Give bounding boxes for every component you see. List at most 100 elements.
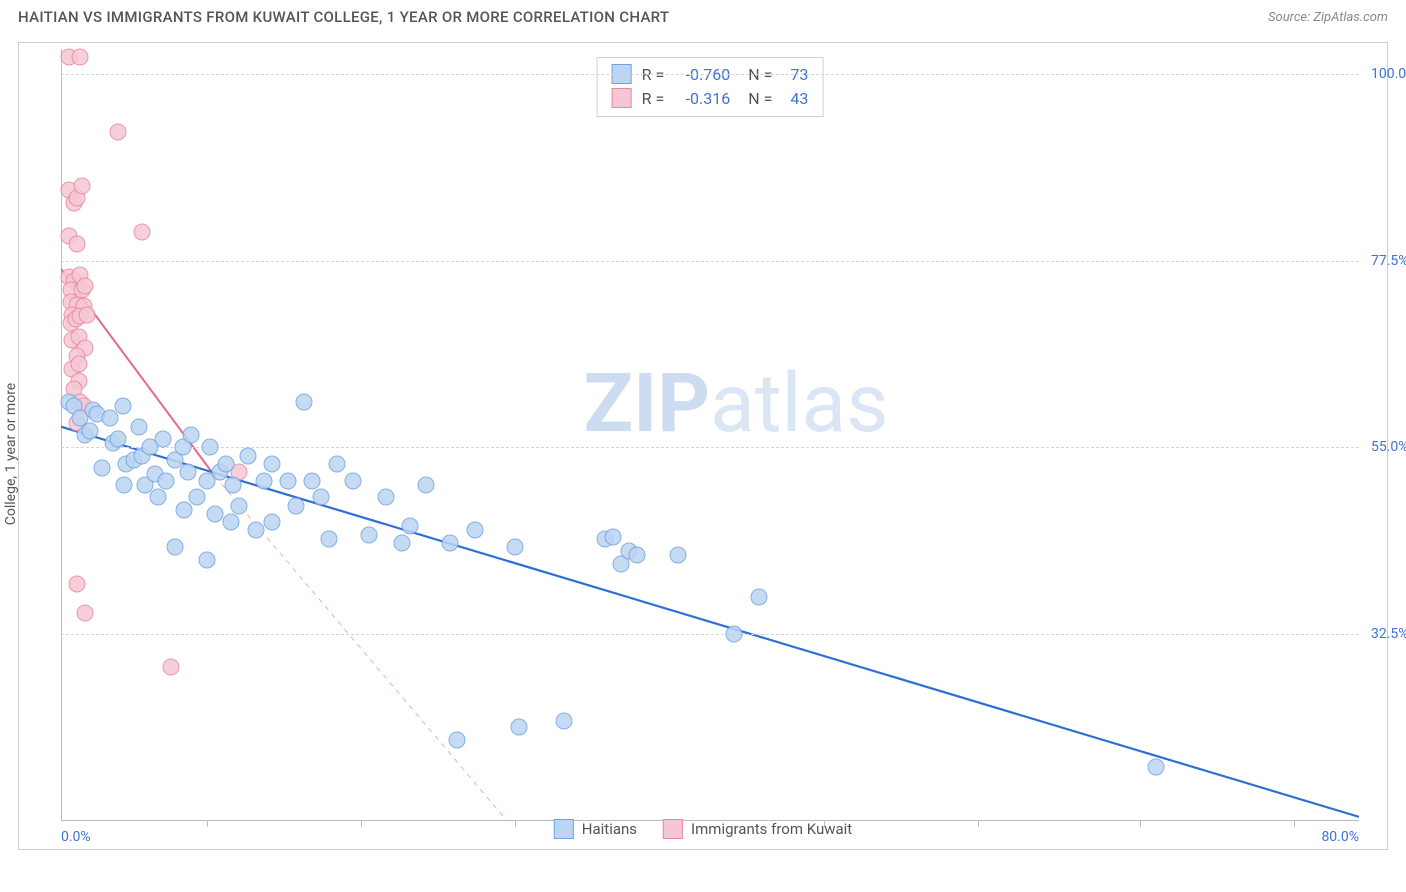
point-series1: [320, 530, 337, 547]
chart-title: HAITIAN VS IMMIGRANTS FROM KUWAIT COLLEG…: [18, 8, 669, 26]
point-series1: [377, 489, 394, 506]
point-series1: [393, 534, 410, 551]
legend-series-item: Haitians: [554, 819, 637, 839]
regression-lines: [61, 49, 1359, 821]
point-series1: [328, 456, 345, 473]
point-series1: [182, 427, 199, 444]
watermark: ZIPatlas: [584, 356, 889, 452]
legend-swatch: [554, 819, 574, 839]
point-series1: [218, 456, 235, 473]
y-tick-label: 32.5%: [1361, 626, 1406, 642]
legend-series-label: Immigrants from Kuwait: [691, 820, 852, 838]
point-series1: [263, 456, 280, 473]
point-series2: [134, 223, 151, 240]
point-series2: [70, 356, 87, 373]
gridline: [61, 447, 1359, 448]
y-tick-label: 100.0%: [1361, 66, 1406, 82]
point-series1: [109, 431, 126, 448]
y-tick-label: 77.5%: [1361, 253, 1406, 269]
n-label: N =: [748, 89, 772, 108]
point-series1: [280, 472, 297, 489]
point-series1: [114, 397, 131, 414]
point-series1: [179, 464, 196, 481]
chart-container: College, 1 year or more ZIPatlas 0.0% 80…: [18, 42, 1388, 850]
point-series1: [176, 501, 193, 518]
point-series1: [247, 522, 264, 539]
point-series2: [72, 49, 89, 66]
point-series1: [361, 526, 378, 543]
x-axis-label-min: 0.0%: [61, 829, 91, 845]
point-series1: [507, 539, 524, 556]
point-series1: [150, 489, 167, 506]
point-series2: [78, 306, 95, 323]
x-tick: [1140, 821, 1141, 827]
point-series2: [69, 236, 86, 253]
gridline: [61, 634, 1359, 635]
point-series1: [263, 514, 280, 531]
point-series1: [231, 497, 248, 514]
point-series1: [448, 731, 465, 748]
y-axis-label: College, 1 year or more: [3, 383, 19, 525]
x-tick: [207, 821, 208, 827]
point-series2: [109, 124, 126, 141]
n-value: 43: [782, 89, 808, 108]
x-axis-label-max: 80.0%: [1321, 829, 1359, 845]
legend-series-label: Haitians: [582, 820, 637, 838]
point-series1: [255, 472, 272, 489]
point-series1: [155, 431, 172, 448]
point-series1: [202, 439, 219, 456]
point-series1: [304, 472, 321, 489]
point-series1: [116, 476, 133, 493]
legend-series: Haitians Immigrants from Kuwait: [554, 819, 852, 839]
point-series1: [418, 476, 435, 493]
r-value: -0.316: [674, 89, 730, 108]
gridline: [61, 261, 1359, 262]
point-series1: [82, 422, 99, 439]
x-tick: [361, 821, 362, 827]
point-series2: [163, 659, 180, 676]
watermark-light: atlas: [710, 356, 888, 452]
point-series1: [555, 713, 572, 730]
watermark-bold: ZIP: [584, 356, 711, 452]
point-series1: [189, 489, 206, 506]
x-tick: [515, 821, 516, 827]
point-series1: [223, 514, 240, 531]
point-series1: [1148, 759, 1165, 776]
r-label: R =: [642, 89, 665, 108]
legend-swatch: [612, 88, 632, 108]
point-series1: [442, 534, 459, 551]
point-series2: [69, 576, 86, 593]
point-series1: [669, 547, 686, 564]
point-series1: [510, 719, 527, 736]
point-series1: [466, 522, 483, 539]
point-series1: [296, 393, 313, 410]
point-series1: [224, 476, 241, 493]
point-series1: [401, 518, 418, 535]
gridline: [61, 74, 1359, 75]
point-series2: [74, 177, 91, 194]
point-series1: [93, 460, 110, 477]
y-tick-label: 55.0%: [1361, 439, 1406, 455]
point-series1: [166, 539, 183, 556]
x-tick: [1294, 821, 1295, 827]
point-series1: [239, 447, 256, 464]
point-series1: [130, 418, 147, 435]
point-series1: [726, 626, 743, 643]
source-label: Source: ZipAtlas.com: [1268, 10, 1388, 25]
x-tick: [978, 821, 979, 827]
point-series1: [207, 505, 224, 522]
legend-stats: R =-0.760N =73R =-0.316N =43: [597, 57, 824, 117]
point-series1: [750, 588, 767, 605]
y-axis-line: [61, 49, 62, 821]
point-series1: [628, 547, 645, 564]
legend-swatch: [663, 819, 683, 839]
plot-area: ZIPatlas 0.0% 80.0% R =-0.760N =73R =-0.…: [61, 49, 1359, 821]
point-series1: [288, 497, 305, 514]
point-series1: [101, 410, 118, 427]
point-series1: [158, 472, 175, 489]
point-series1: [345, 472, 362, 489]
point-series2: [77, 277, 94, 294]
point-series1: [312, 489, 329, 506]
point-series1: [604, 529, 621, 546]
point-series1: [199, 551, 216, 568]
